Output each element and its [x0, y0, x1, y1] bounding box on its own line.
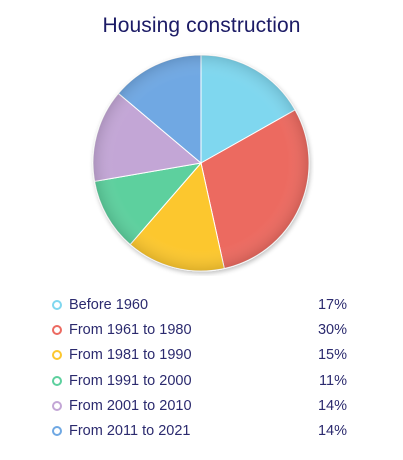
- legend-item[interactable]: From 1991 to 2000 11%: [52, 368, 347, 393]
- legend-marker-icon: [52, 426, 62, 437]
- chart-legend: Before 1960 17% From 1961 to 1980 30% From 1…: [52, 292, 347, 444]
- legend-value: 15%: [317, 347, 347, 364]
- pie-chart: [88, 50, 314, 276]
- legend-item[interactable]: From 2001 to 2010 14%: [52, 393, 347, 418]
- legend-item[interactable]: From 2011 to 2021 14%: [52, 418, 347, 443]
- legend-label: From 1991 to 2000: [69, 372, 192, 389]
- legend-label: From 1961 to 1980: [69, 321, 192, 338]
- pie-svg: [92, 54, 310, 272]
- legend-label: From 2001 to 2010: [69, 397, 192, 414]
- legend-label: From 2011 to 2021: [69, 423, 191, 440]
- legend-marker-icon: [52, 324, 62, 335]
- legend-value: 11%: [319, 372, 347, 389]
- legend-value: 17%: [317, 296, 347, 313]
- legend-marker-icon: [52, 375, 62, 386]
- chart-title: Housing construction: [102, 14, 301, 37]
- legend-value: 30%: [317, 321, 347, 338]
- legend-label: From 1981 to 1990: [69, 347, 192, 364]
- legend-marker-icon: [52, 350, 62, 361]
- legend-item[interactable]: From 1961 to 1980 30%: [52, 317, 347, 342]
- legend-item[interactable]: Before 1960 17%: [52, 292, 347, 317]
- legend-label: Before 1960: [69, 296, 149, 313]
- legend-value: 14%: [317, 397, 347, 414]
- legend-value: 14%: [317, 423, 347, 440]
- legend-item[interactable]: From 1981 to 1990 15%: [52, 343, 347, 368]
- legend-marker-icon: [52, 299, 62, 310]
- legend-marker-icon: [52, 400, 62, 411]
